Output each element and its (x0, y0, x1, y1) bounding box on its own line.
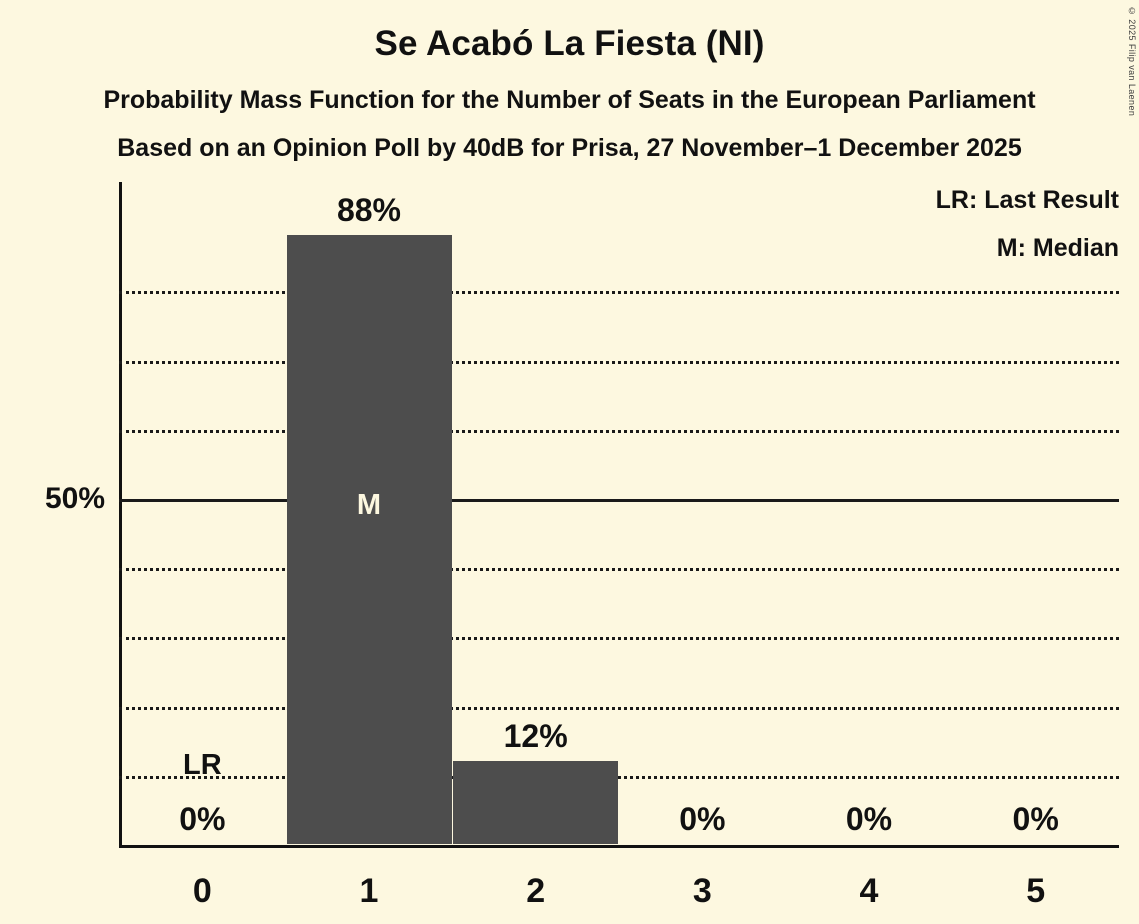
gridline (119, 568, 1119, 572)
median-marker: M (356, 489, 382, 521)
x-tick-label: 3 (692, 872, 712, 910)
x-tick-label: 2 (526, 872, 546, 910)
y-axis-line (119, 182, 122, 848)
bar-value-label: 0% (1012, 801, 1059, 837)
gridline (119, 360, 1119, 364)
legend-median: M: Median (996, 234, 1119, 262)
bar-value-label: 12% (503, 717, 568, 754)
gridline (119, 706, 1119, 710)
gridline (119, 429, 1119, 433)
x-tick-label: 1 (359, 872, 379, 910)
bar (287, 235, 452, 844)
gridline (119, 291, 1119, 295)
page-title: Se Acabó La Fiesta (NI) (374, 24, 765, 63)
bar-value-label: 0% (845, 801, 893, 837)
x-tick-label: 5 (1026, 872, 1046, 910)
legend-last-result: LR: Last Result (935, 186, 1119, 214)
x-axis-line (119, 845, 1119, 848)
plot-area: LR M (119, 182, 1119, 848)
copyright-notice: © 2025 Filip van Laenen (1127, 6, 1137, 117)
x-tick-label: 4 (859, 872, 879, 910)
bar-value-label: 0% (679, 801, 726, 837)
gridline-emphasized (119, 499, 1119, 502)
gridline (119, 775, 1119, 779)
gridline (119, 637, 1119, 641)
x-tick-label: 0 (192, 872, 212, 910)
chart-subtitle-primary: Probability Mass Function for the Number… (103, 86, 1036, 114)
bar (453, 761, 618, 844)
last-result-marker: LR (182, 749, 222, 781)
bar-value-label: 88% (336, 192, 401, 229)
chart-subtitle-source: Based on an Opinion Poll by 40dB for Pri… (117, 134, 1022, 162)
y-tick-label: 50% (44, 482, 105, 515)
bar-value-label: 0% (179, 801, 226, 837)
